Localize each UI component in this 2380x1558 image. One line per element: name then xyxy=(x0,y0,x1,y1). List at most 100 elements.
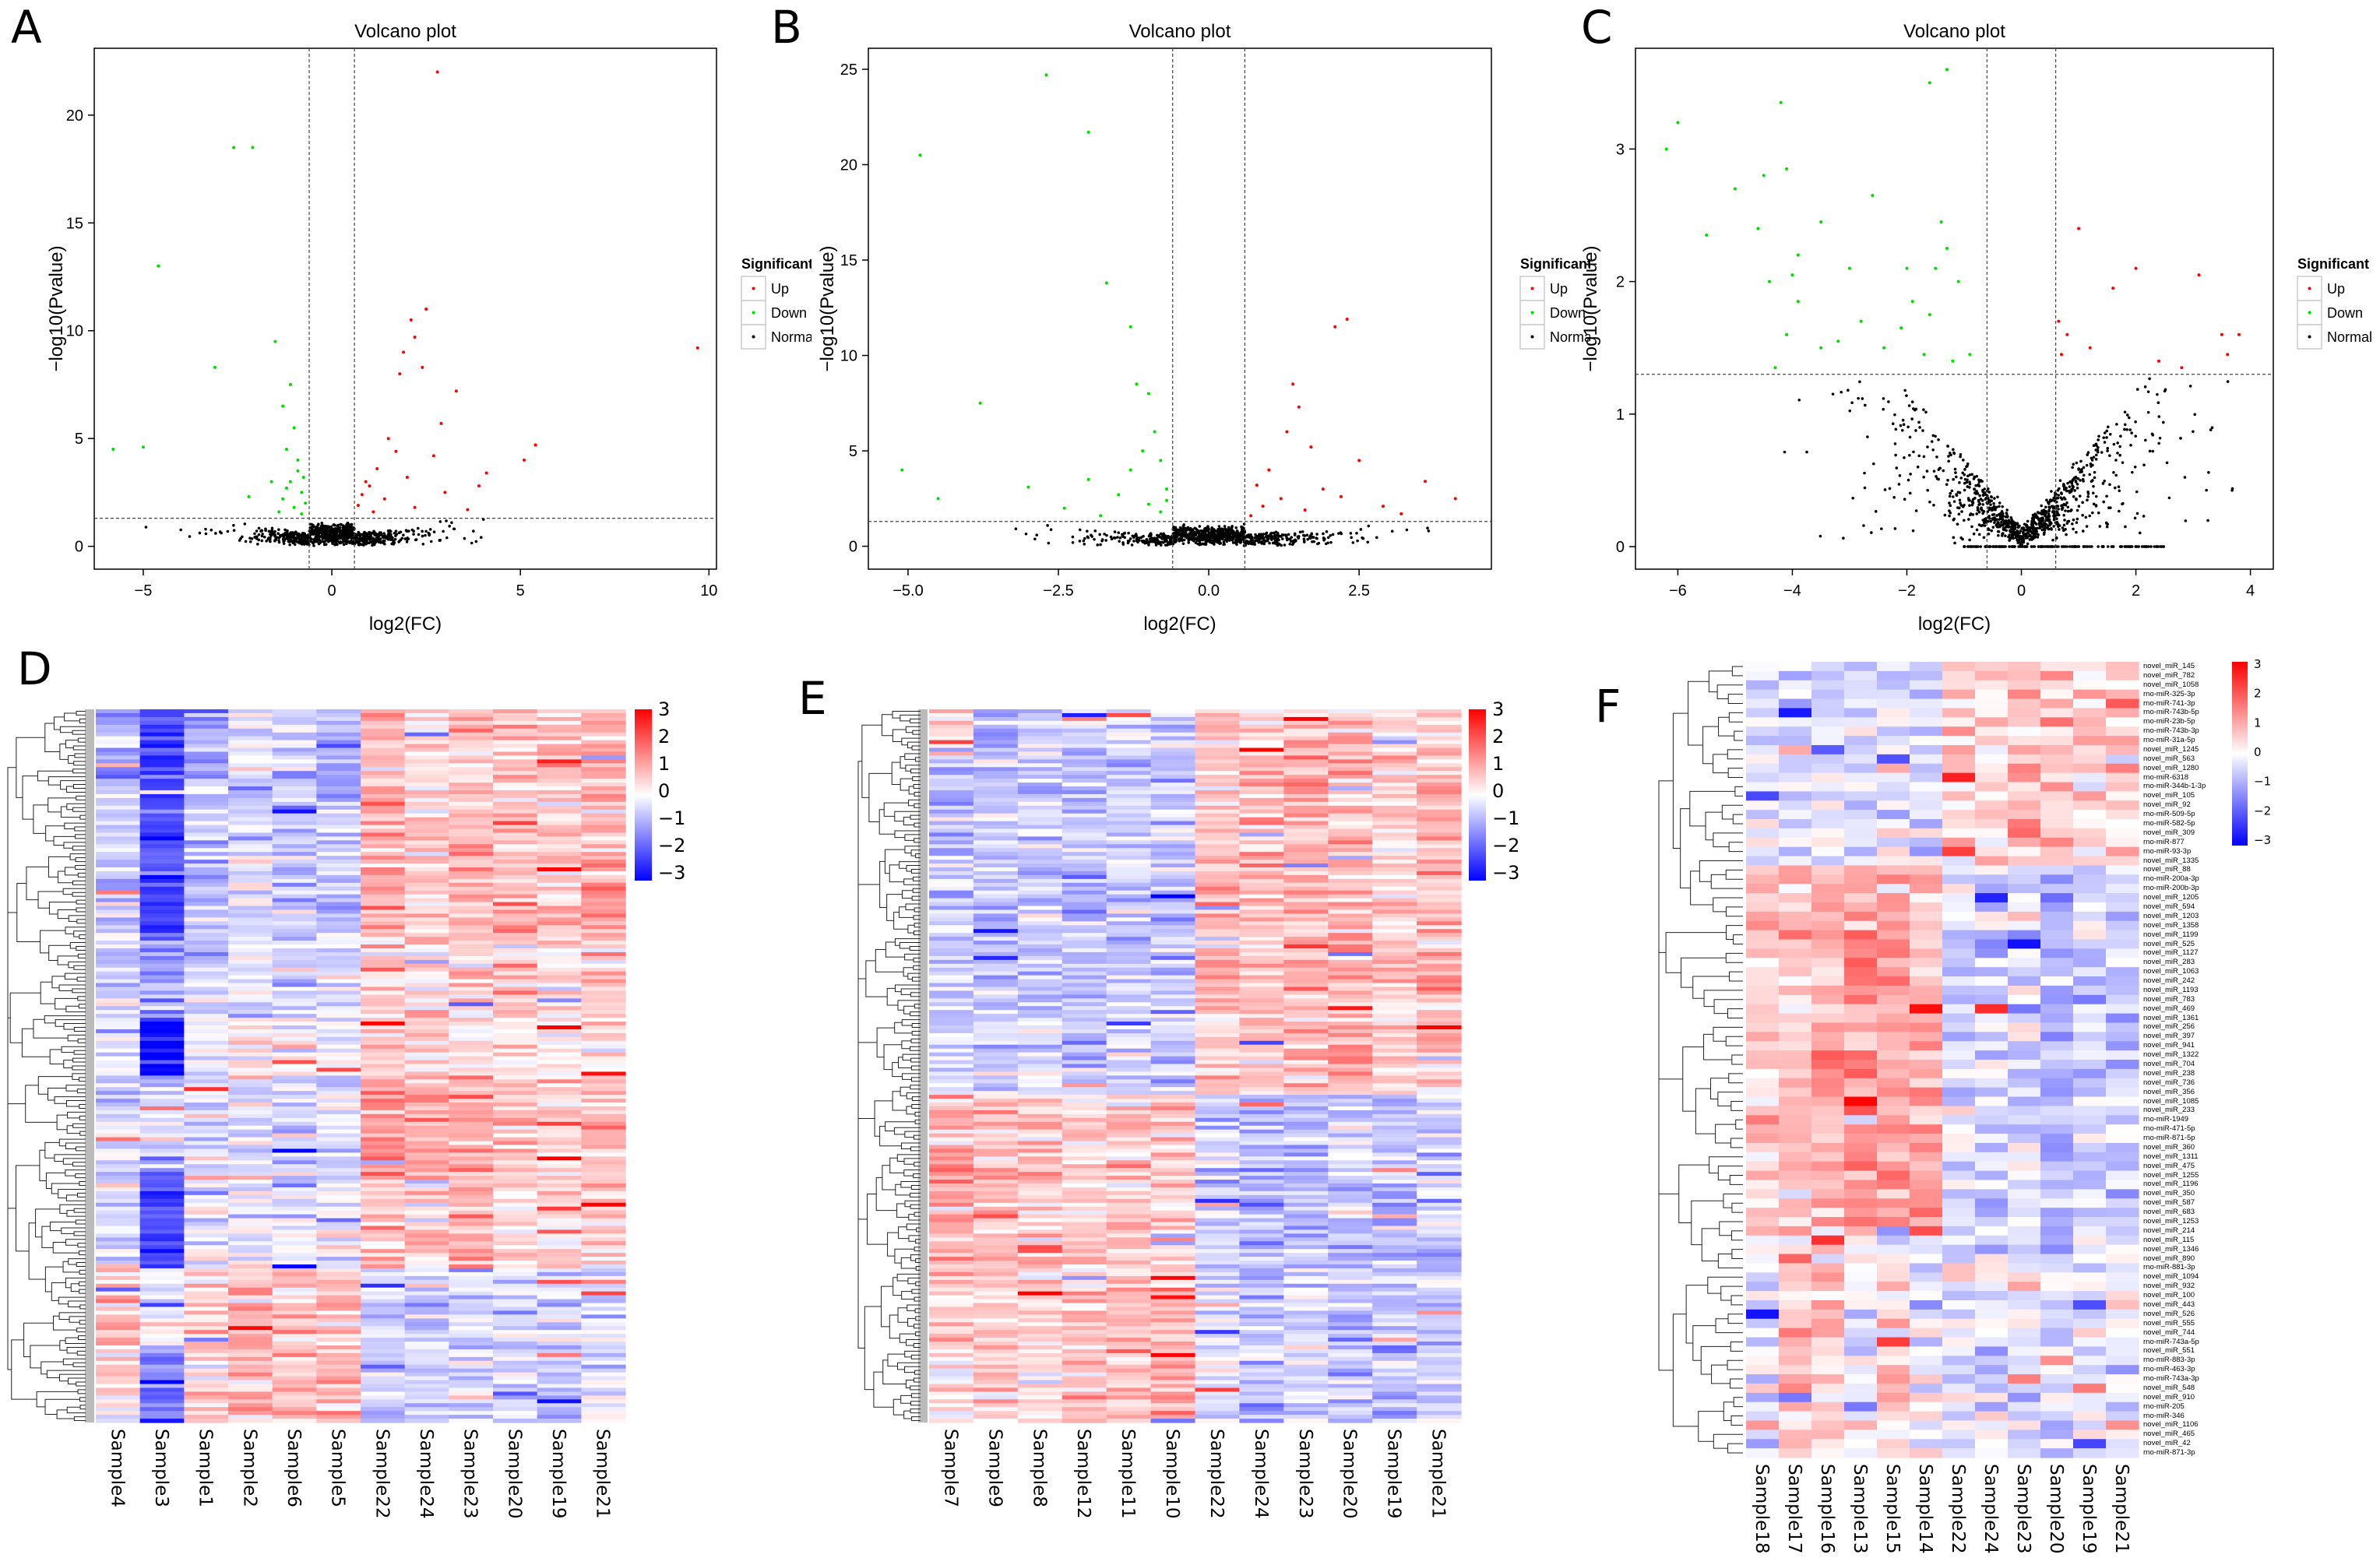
normal-point xyxy=(448,524,452,528)
normal-point xyxy=(326,535,329,538)
normal-point xyxy=(257,533,261,536)
normal-point xyxy=(293,533,296,536)
normal-point xyxy=(333,543,336,547)
normal-point xyxy=(238,539,241,542)
normal-point xyxy=(368,530,371,534)
normal-point xyxy=(144,526,148,529)
down-point xyxy=(281,497,285,501)
normal-point xyxy=(416,526,420,530)
down-point xyxy=(292,426,296,430)
normal-point xyxy=(290,531,294,534)
panel-label-e: E xyxy=(798,672,827,725)
normal-point xyxy=(329,526,333,529)
normal-point xyxy=(318,529,322,533)
normal-point xyxy=(382,532,386,535)
normal-point xyxy=(474,540,478,543)
y-tick-label: 5 xyxy=(75,431,83,448)
normal-point xyxy=(333,530,337,533)
normal-point xyxy=(343,531,347,535)
normal-point xyxy=(244,540,248,543)
volcano-plot-a: Volcano plot log2(FC) −log10(Pvalue) −5 0 5 10… xyxy=(0,0,812,638)
normal-point xyxy=(324,528,328,532)
normal-point xyxy=(232,523,235,527)
normal-point xyxy=(286,536,290,540)
normal-point xyxy=(243,522,247,526)
normal-point xyxy=(339,522,343,526)
down-point xyxy=(284,448,288,452)
normal-point xyxy=(348,540,352,543)
normal-point xyxy=(342,543,346,547)
normal-point xyxy=(369,535,373,538)
normal-point xyxy=(332,535,335,538)
down-point xyxy=(273,339,277,343)
normal-point xyxy=(333,540,337,544)
normal-point xyxy=(481,518,485,521)
panel-label-f: F xyxy=(1595,680,1621,733)
normal-point xyxy=(317,522,320,526)
normal-point xyxy=(445,536,449,540)
normal-point xyxy=(188,535,192,538)
normal-point xyxy=(354,533,357,536)
normal-point xyxy=(303,540,307,543)
normal-point xyxy=(320,521,324,525)
normal-point xyxy=(339,529,343,533)
normal-point xyxy=(276,532,280,536)
normal-point xyxy=(405,540,409,543)
normal-point xyxy=(389,529,393,533)
normal-point xyxy=(296,533,299,536)
normal-point xyxy=(300,533,304,536)
down-point xyxy=(300,491,304,494)
normal-point xyxy=(273,533,276,536)
normal-point xyxy=(372,529,375,533)
panel-label-d: D xyxy=(17,642,52,695)
normal-point xyxy=(319,525,323,529)
normal-point xyxy=(373,533,377,537)
normal-point xyxy=(367,537,370,541)
normal-point xyxy=(380,533,383,536)
normal-point xyxy=(294,530,298,533)
up-point xyxy=(409,318,413,322)
up-point xyxy=(413,336,417,339)
normal-point xyxy=(398,539,401,543)
y-tick-label: 15 xyxy=(66,215,83,232)
normal-point xyxy=(412,533,415,536)
normal-point xyxy=(317,542,321,546)
normal-point xyxy=(218,530,222,533)
normal-point xyxy=(382,541,386,545)
normal-point xyxy=(353,542,356,546)
normal-point xyxy=(345,539,349,543)
normal-point xyxy=(362,540,365,544)
normal-point xyxy=(358,538,362,542)
normal-point xyxy=(289,533,293,536)
normal-point xyxy=(424,533,427,537)
normal-point xyxy=(312,540,316,543)
normal-point xyxy=(350,531,354,534)
normal-point xyxy=(226,529,230,533)
down-point xyxy=(288,480,292,484)
normal-point xyxy=(371,539,375,542)
normal-point xyxy=(214,532,217,535)
normal-point xyxy=(281,533,285,537)
normal-point xyxy=(262,535,266,539)
down-point xyxy=(111,448,115,452)
normal-point xyxy=(442,529,445,533)
normal-point xyxy=(326,537,329,540)
normal-point xyxy=(310,522,314,526)
normal-point xyxy=(322,543,326,547)
up-point xyxy=(435,70,439,74)
normal-point xyxy=(331,540,334,544)
normal-point xyxy=(386,536,389,540)
normal-point xyxy=(452,527,456,531)
normal-point xyxy=(266,537,270,541)
down-point xyxy=(304,501,308,505)
normal-point xyxy=(383,534,387,537)
normal-point xyxy=(379,540,383,544)
down-point xyxy=(296,469,300,473)
normal-point xyxy=(404,529,408,532)
normal-point xyxy=(318,535,321,538)
x-tick-label: 10 xyxy=(700,582,717,600)
normal-point xyxy=(370,531,374,535)
normal-point xyxy=(259,529,262,533)
normal-point xyxy=(298,538,301,542)
